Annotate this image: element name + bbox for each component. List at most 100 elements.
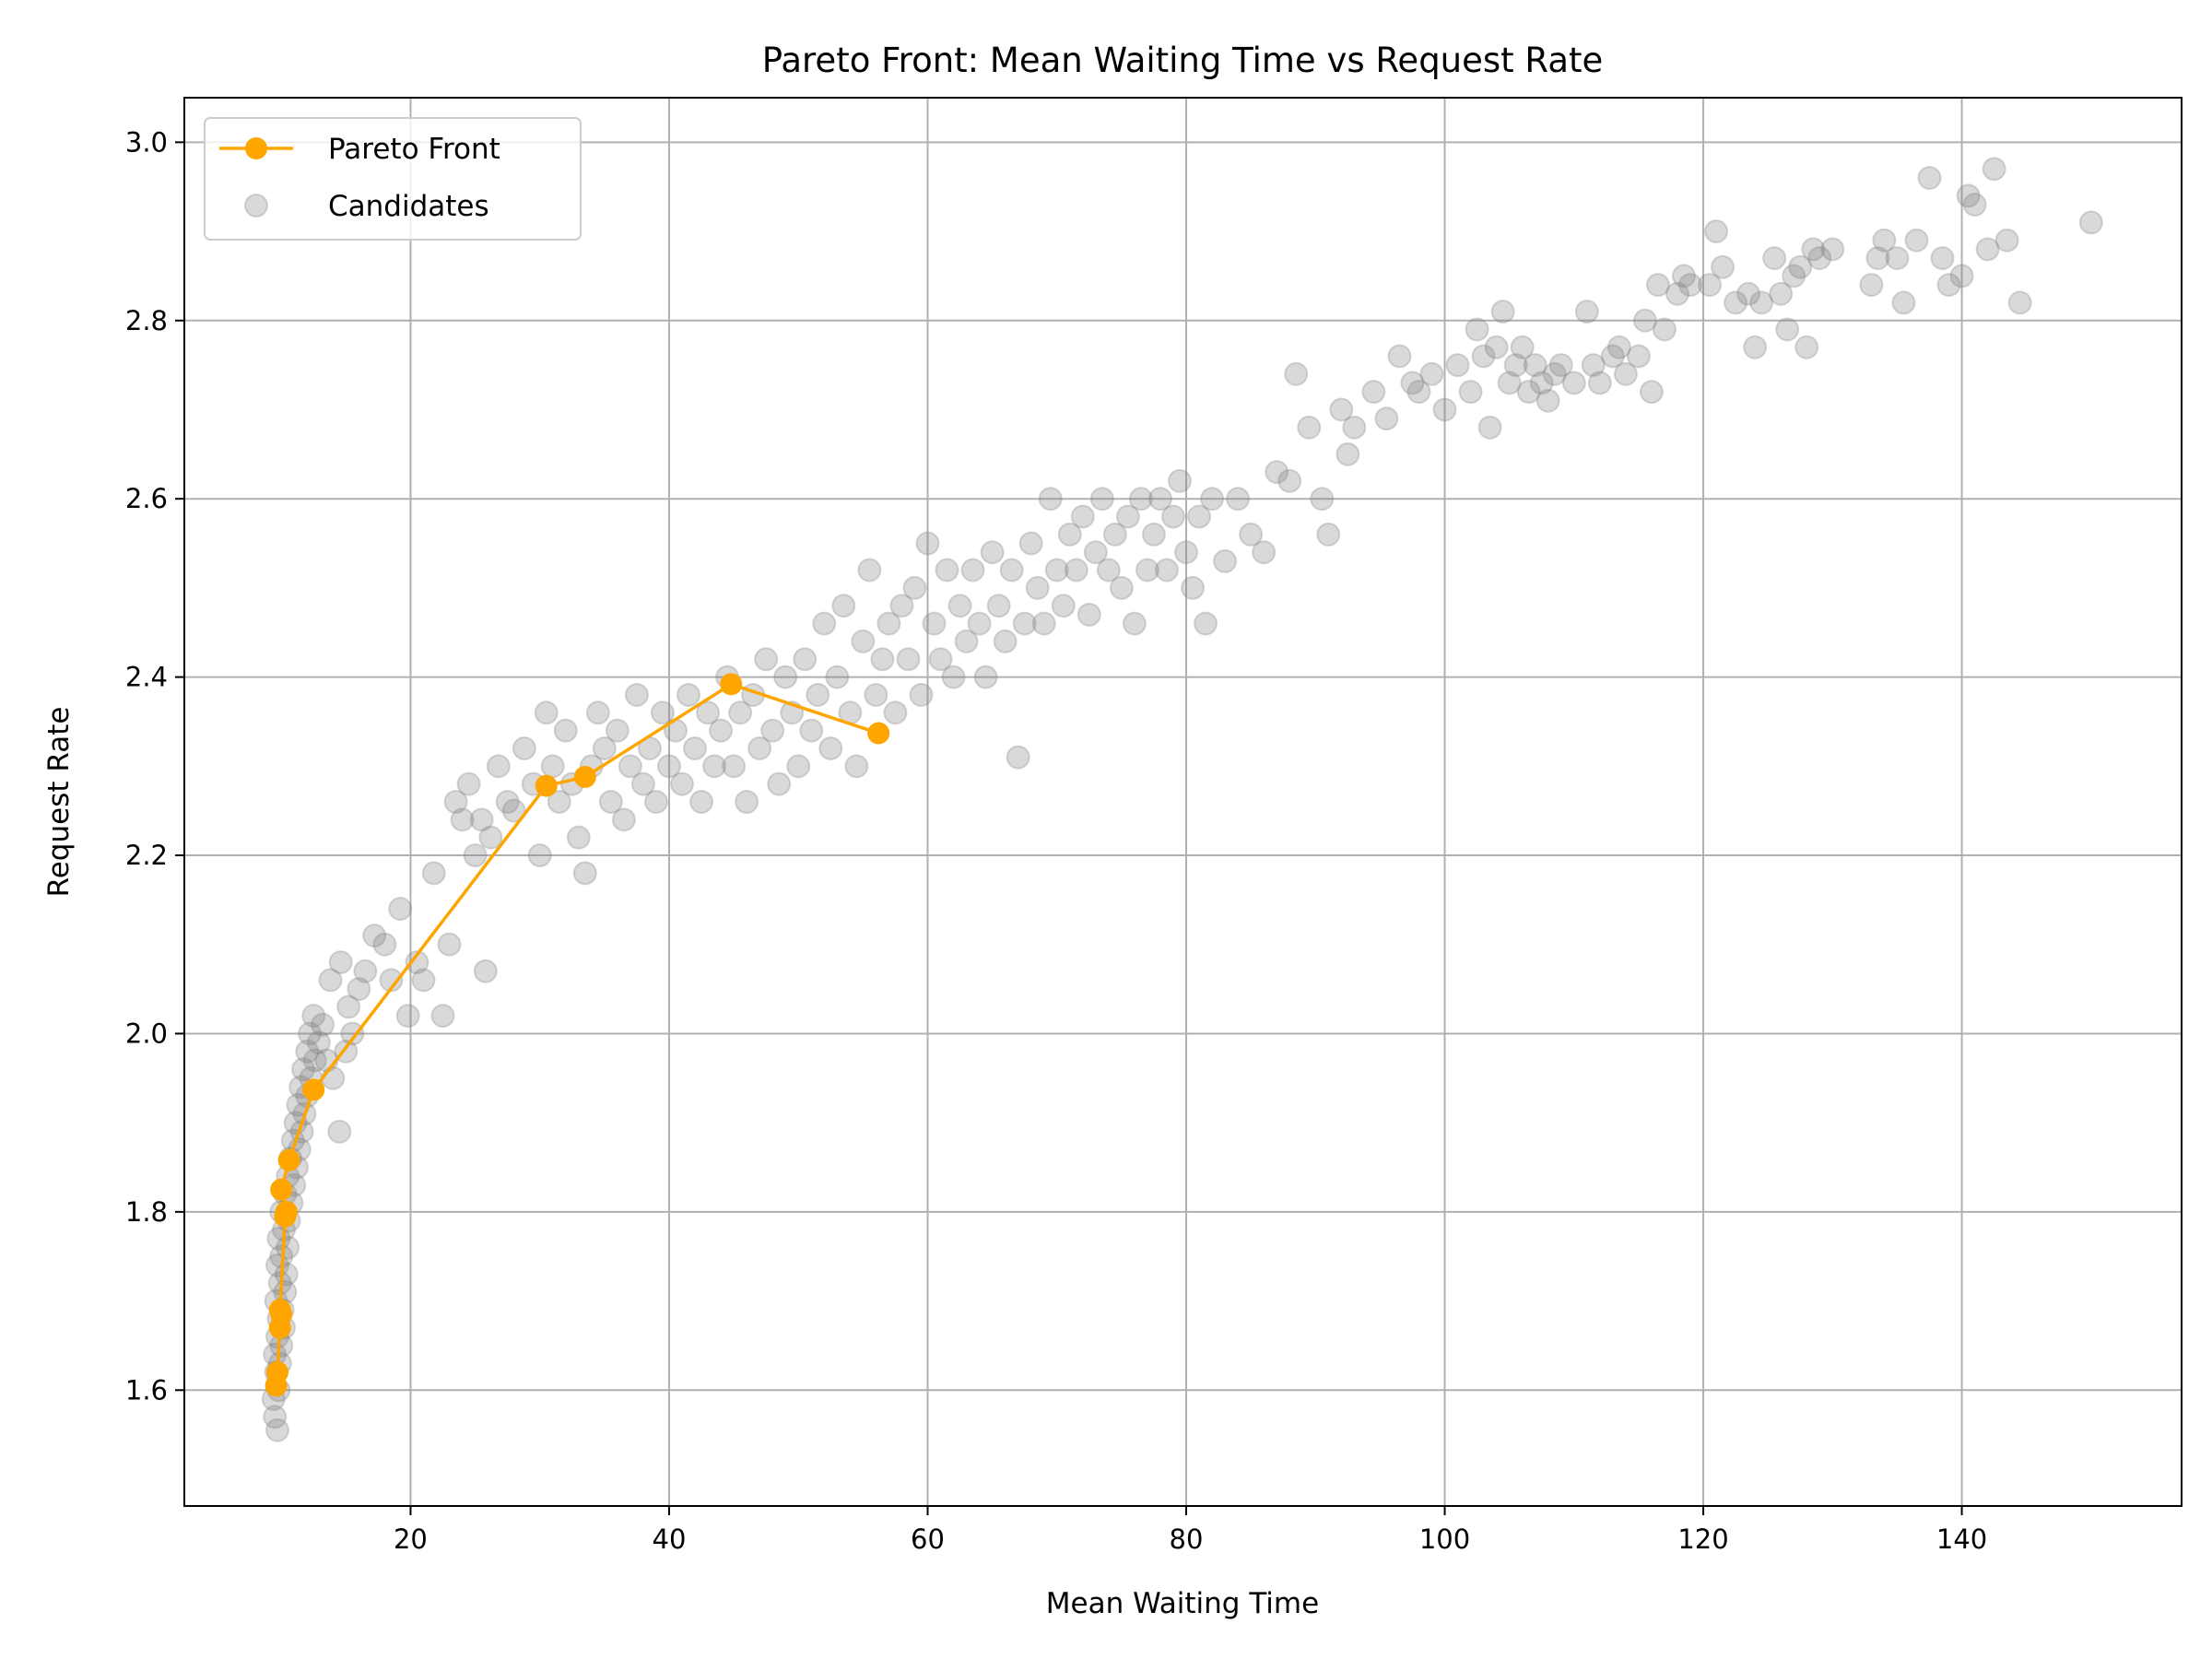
candidate-point xyxy=(486,754,511,779)
candidate-point xyxy=(611,807,636,832)
candidate-point xyxy=(1736,281,1761,306)
pareto-point xyxy=(275,1200,298,1223)
candidate-point xyxy=(1471,344,1496,369)
candidate-point xyxy=(1704,219,1729,244)
candidate-point xyxy=(973,665,998,689)
candidate-point xyxy=(747,735,772,760)
candidate-point xyxy=(844,754,869,779)
candidate-point xyxy=(1083,540,1108,565)
candidate-point xyxy=(1956,183,1981,208)
candidate-point xyxy=(1154,558,1179,582)
x-axis-label: Mean Waiting Time xyxy=(1046,1587,1319,1620)
candidate-point xyxy=(1174,540,1199,565)
candidate-point xyxy=(547,790,571,814)
candidate-point xyxy=(1265,460,1289,485)
candidate-point xyxy=(1626,344,1651,369)
candidate-point xyxy=(1807,246,1832,271)
candidate-point xyxy=(1749,290,1774,315)
candidate-point xyxy=(306,1030,331,1055)
candidate-point xyxy=(421,861,446,886)
candidate-point xyxy=(889,594,914,618)
candidate-point xyxy=(1769,281,1794,306)
candidate-point xyxy=(1316,522,1341,547)
candidate-point xyxy=(1252,540,1277,565)
candidate-point xyxy=(1936,273,1961,298)
candidate-point xyxy=(1187,504,1212,529)
candidate-point xyxy=(773,665,798,689)
candidate-point xyxy=(806,682,830,707)
candidate-point xyxy=(469,807,494,832)
candidate-point xyxy=(353,959,378,983)
candidate-point xyxy=(767,771,792,796)
candidate-point xyxy=(941,665,966,689)
candidate-point xyxy=(1006,745,1030,770)
candidate-point xyxy=(864,682,888,707)
candidate-point xyxy=(1548,353,1573,378)
candidate-point xyxy=(336,994,361,1019)
candidate-point xyxy=(553,718,578,743)
candidate-point xyxy=(1497,371,1522,395)
candidate-point xyxy=(1600,344,1625,369)
candidate-point xyxy=(735,790,759,814)
candidate-point xyxy=(1574,300,1599,324)
candidate-point xyxy=(263,1405,288,1430)
candidate-point xyxy=(2078,210,2103,235)
candidate-point xyxy=(831,594,856,618)
candidate-point xyxy=(372,932,397,957)
candidate-point xyxy=(960,558,985,582)
candidate-point xyxy=(527,843,552,868)
candidate-point xyxy=(1523,353,1547,378)
candidate-point xyxy=(1994,228,2019,253)
candidate-point xyxy=(980,540,1005,565)
candidate-point xyxy=(1335,441,1360,466)
candidate-point xyxy=(437,932,462,957)
candidate-point xyxy=(1801,237,1826,262)
candidate-point xyxy=(650,700,675,725)
candidate-point xyxy=(1975,237,2000,262)
candidate-point xyxy=(857,558,882,582)
candidate-point xyxy=(1587,371,1612,395)
candidate-point xyxy=(1535,388,1560,413)
grid xyxy=(184,98,2182,1506)
candidate-point xyxy=(1930,246,1955,271)
candidate-point xyxy=(512,735,536,760)
candidate-point xyxy=(825,665,850,689)
pareto-point xyxy=(720,673,743,696)
x-tick-label: 20 xyxy=(394,1524,428,1555)
candidate-point xyxy=(1613,361,1638,386)
candidate-point xyxy=(928,647,953,672)
chart-title: Pareto Front: Mean Waiting Time vs Reque… xyxy=(762,41,1604,80)
legend-pareto-marker xyxy=(245,137,267,159)
x-tick-label: 60 xyxy=(911,1524,945,1555)
candidate-point xyxy=(1529,371,1554,395)
candidate-point xyxy=(1025,575,1050,600)
candidate-point xyxy=(722,754,747,779)
candidate-point xyxy=(478,825,503,850)
candidate-point xyxy=(534,700,559,725)
candidate-point xyxy=(1102,522,1127,547)
x-tick-label: 100 xyxy=(1419,1524,1470,1555)
candidate-point xyxy=(1665,281,1689,306)
candidate-point xyxy=(1297,415,1322,440)
candidate-point xyxy=(1160,504,1185,529)
candidate-point xyxy=(1794,335,1819,359)
candidate-point xyxy=(643,790,668,814)
candidate-point xyxy=(851,629,876,653)
candidate-point xyxy=(473,959,498,983)
candidate-point xyxy=(321,1065,346,1090)
plot-area-frame xyxy=(183,97,2183,1507)
candidate-point xyxy=(954,629,979,653)
candidate-point xyxy=(696,700,721,725)
candidate-point xyxy=(1141,522,1166,547)
candidate-point xyxy=(1820,237,1845,262)
candidate-point xyxy=(1135,558,1159,582)
candidate-point xyxy=(1077,602,1101,627)
candidate-point xyxy=(1678,273,1703,298)
candidate-point xyxy=(450,807,475,832)
candidate-point xyxy=(347,977,371,1002)
candidate-point xyxy=(540,754,565,779)
x-tick-label: 80 xyxy=(1170,1524,1204,1555)
y-tick-label: 2.0 xyxy=(125,1018,168,1049)
y-tick-label: 2.4 xyxy=(125,662,168,693)
